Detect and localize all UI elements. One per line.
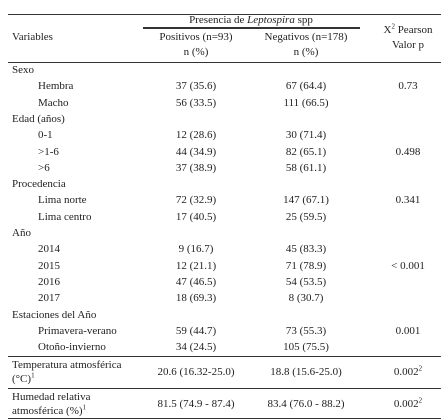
text: (°C): [12, 373, 32, 385]
rule: [8, 14, 441, 15]
cell: 8 (30.7): [288, 292, 324, 305]
row-label: Otoño-invierno: [38, 341, 106, 354]
text: 0.002: [393, 366, 419, 378]
cell: 147 (67.1): [283, 194, 329, 207]
header-cell: n (%): [183, 46, 209, 58]
row-label: 2016: [38, 275, 60, 288]
rule: [8, 62, 441, 63]
cell: 9 (16.7): [178, 243, 214, 256]
row-label: Lima norte: [38, 194, 87, 207]
header-cell: n (%): [293, 46, 319, 58]
cell: 54 (53.5): [285, 275, 327, 288]
header-cell: Negativos (n=178): [264, 31, 348, 43]
row-label: Temperatura atmosférica: [12, 359, 121, 371]
cell: 0.341: [395, 194, 421, 207]
text: spp: [294, 14, 313, 26]
cell: 82 (65.1): [285, 145, 327, 158]
text: Pearson: [394, 24, 433, 36]
cell: 30 (71.4): [285, 129, 327, 142]
cell: 20.6 (16.32-25.0): [157, 366, 235, 378]
rule: [143, 27, 360, 29]
cell: 44 (34.9): [175, 145, 217, 158]
cell: 59 (44.7): [175, 324, 217, 337]
cell: 67 (64.4): [285, 80, 327, 93]
cell: 0.73: [398, 80, 418, 93]
cell: 111 (66.5): [283, 96, 329, 109]
cell: 105 (75.5): [283, 341, 329, 354]
row-label: 2015: [38, 259, 60, 272]
superscript: 1: [82, 403, 87, 412]
header-cell: X2 Pearson: [383, 22, 433, 36]
cell: 17 (40.5): [175, 210, 217, 223]
rule: [8, 418, 441, 419]
row-label: Macho: [38, 96, 69, 109]
text: X: [383, 24, 392, 36]
cell: 0.0022: [393, 364, 423, 378]
cell: 37 (35.6): [175, 80, 217, 93]
text: atmosférica (%): [12, 405, 83, 417]
cell: 18.8 (15.6-25.0): [270, 366, 342, 378]
cell: 58 (61.1): [285, 161, 327, 174]
superscript: 2: [391, 22, 395, 31]
cell: 34 (24.5): [175, 341, 217, 354]
superscript: 2: [418, 364, 423, 373]
cell: 72 (32.9): [175, 194, 217, 207]
row-label: Humedad relativa: [12, 391, 91, 403]
cell: < 0.001: [391, 259, 425, 272]
row-label: >6: [38, 161, 50, 174]
cell: 12 (21.1): [175, 259, 217, 272]
cell: 56 (33.5): [175, 96, 217, 109]
cell: 18 (69.3): [175, 292, 217, 305]
header-cell: Variables: [12, 31, 53, 43]
text: Presencia de: [189, 14, 248, 26]
row-label: 2017: [38, 292, 60, 305]
row-label: Lima centro: [38, 210, 92, 223]
row-label: 0-1: [38, 129, 53, 142]
section-title: Sexo: [12, 64, 34, 76]
cell: 0.001: [395, 324, 421, 337]
superscript: 2: [418, 396, 423, 405]
cell: 0.0022: [393, 396, 423, 410]
rule: [8, 356, 441, 357]
cell: 83.4 (76.0 - 88.2): [267, 398, 345, 410]
cell: 71 (78.9): [285, 259, 327, 272]
row-label: atmosférica (%)1: [12, 403, 87, 417]
cell: 37 (38.9): [175, 161, 217, 174]
rule: [8, 388, 441, 389]
header-cell: Valor p: [391, 39, 425, 51]
row-label: 2014: [38, 243, 60, 256]
cell: 0.498: [395, 145, 421, 158]
superscript: 1: [31, 371, 35, 380]
section-title: Procedencia: [12, 178, 66, 191]
section-title: Estaciones del Año: [12, 308, 97, 321]
cell: 25 (59.5): [285, 210, 327, 223]
cell: 47 (46.5): [175, 275, 217, 288]
row-label: Primavera-verano: [38, 324, 117, 337]
text: Humedad relativa: [12, 391, 91, 403]
cell: 45 (83.3): [285, 243, 327, 256]
section-title: Año: [12, 227, 31, 239]
text: Temperatura atmosférica: [12, 359, 122, 371]
section-title: Edad (años): [12, 112, 65, 125]
row-label: (°C)1: [12, 371, 35, 385]
cell: 12 (28.6): [175, 129, 217, 142]
text: 0.002: [393, 398, 419, 410]
row-label: Hembra: [38, 80, 74, 93]
cell: 73 (55.3): [285, 324, 327, 337]
row-label: >1-6: [38, 145, 59, 158]
group-title: Presencia de Leptospira spp: [189, 14, 313, 26]
cell: 81.5 (74.9 - 87.4): [157, 398, 235, 410]
text: Leptospira: [247, 14, 295, 26]
header-cell: Positivos (n=93): [159, 31, 233, 43]
